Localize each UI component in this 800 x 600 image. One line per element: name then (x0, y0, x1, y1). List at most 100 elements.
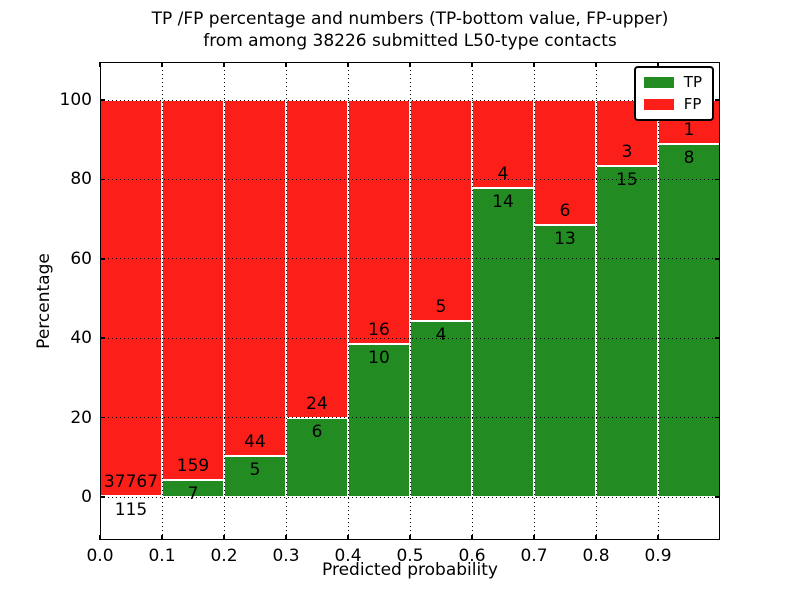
y-tick-mark (100, 178, 105, 181)
grid-line-v (471, 62, 473, 540)
tp-count-label: 10 (368, 348, 390, 369)
x-tick-label: 0.4 (334, 546, 362, 566)
tp-count-label: 115 (114, 499, 148, 520)
x-tick-label: 0.0 (86, 546, 114, 566)
y-tick-mark (100, 337, 105, 339)
x-tick-mark (347, 62, 349, 67)
grid-line-v (657, 62, 659, 540)
x-tick-mark (595, 62, 597, 67)
bar-segment-fp (472, 100, 534, 189)
fp-count-label: 4 (497, 164, 509, 185)
bar-segment-fp (348, 100, 410, 345)
x-tick-mark (533, 62, 535, 67)
y-tick-label: 40 (70, 328, 92, 349)
y-tick-label: 60 (70, 248, 92, 269)
tp-count-label: 14 (492, 192, 514, 213)
x-tick-mark (471, 535, 473, 540)
x-axis-label: Predicted probability (322, 560, 498, 580)
y-tick-mark (715, 337, 720, 339)
chart-title-line-1: TP /FP percentage and numbers (TP-bottom… (151, 9, 669, 29)
bar-segment-tp (658, 144, 720, 497)
tp-count-label: 7 (187, 484, 199, 505)
x-tick-label: 0.6 (458, 546, 486, 566)
y-tick-mark (100, 99, 105, 101)
y-tick-label: 0 (81, 487, 92, 507)
x-tick-mark (99, 535, 101, 540)
x-tick-label: 0.7 (520, 546, 548, 566)
legend: TP FP (633, 66, 714, 121)
y-tick-label: 80 (70, 169, 92, 190)
y-tick-mark (715, 258, 720, 260)
x-tick-label: 0.8 (582, 546, 610, 566)
x-tick-mark (223, 535, 225, 540)
bar-segment-fp (162, 100, 224, 481)
x-tick-mark (285, 535, 287, 540)
grid-line-v (595, 62, 597, 540)
y-tick-label: 20 (70, 407, 92, 428)
fp-count-label: 24 (306, 393, 328, 414)
bar-segment-tp (472, 188, 534, 497)
bar-segment-tp (596, 166, 658, 497)
grid-line-v (409, 62, 411, 540)
x-tick-mark (657, 535, 659, 540)
bar-segment-tp (534, 225, 596, 497)
chart-title: TP /FP percentage and numbers (TP-bottom… (100, 8, 720, 52)
x-tick-label: 0.9 (644, 546, 672, 566)
x-tick-label: 0.1 (148, 546, 176, 566)
legend-item-tp: TP (643, 73, 702, 91)
fp-count-label: 44 (244, 432, 266, 453)
y-tick-mark (715, 99, 720, 101)
plot-area: TP FP 37767 115 159 7 44 5 24 6 16 10 5 4 4 14 6 13 3 15 1… (99, 62, 720, 540)
bar-segment-tp (348, 344, 410, 497)
x-tick-label: 0.2 (210, 546, 238, 566)
tp-count-label: 6 (311, 421, 323, 442)
fp-count-label: 3 (621, 142, 633, 163)
fp-count-label: 37767 (103, 471, 159, 492)
y-tick-mark (715, 496, 720, 498)
tp-count-label: 4 (435, 324, 447, 345)
grid-line-v (347, 62, 349, 540)
tp-count-label: 13 (554, 229, 576, 250)
x-tick-mark (161, 62, 163, 67)
tp-color-swatch-icon (643, 77, 674, 88)
legend-item-fp: FP (643, 95, 702, 113)
fp-count-label: 16 (368, 320, 390, 341)
y-tick-mark (100, 416, 105, 419)
grid-line-v (285, 62, 287, 540)
x-tick-mark (347, 535, 349, 540)
fp-count-label: 159 (176, 456, 210, 477)
y-tick-mark (715, 178, 720, 181)
fp-count-label: 5 (435, 296, 447, 317)
x-tick-mark (471, 62, 473, 67)
grid-line-v (161, 62, 163, 540)
grid-line-v (223, 62, 225, 540)
bar-segment-fp (534, 100, 596, 226)
bar-segment-tp (410, 320, 472, 497)
x-tick-mark (223, 62, 225, 67)
x-tick-mark (99, 62, 101, 67)
chart-title-line-2: from among 38226 submitted L50-type cont… (203, 31, 617, 51)
grid-line-v (533, 62, 535, 540)
y-tick-label: 100 (59, 90, 92, 110)
tp-count-label: 8 (683, 148, 695, 169)
bar-segment-tp (224, 456, 286, 497)
fp-count-label: 6 (559, 201, 571, 222)
x-tick-mark (657, 62, 659, 67)
bar-segment-fp (224, 100, 286, 457)
fp-color-swatch-icon (643, 99, 674, 110)
x-tick-mark (161, 535, 163, 540)
legend-label-fp: FP (683, 95, 702, 113)
legend-label-tp: TP (683, 73, 702, 91)
x-tick-mark (409, 62, 411, 67)
y-tick-mark (715, 416, 720, 419)
tp-count-label: 5 (249, 460, 261, 481)
x-tick-label: 0.3 (272, 546, 300, 566)
fp-count-label: 1 (683, 120, 695, 141)
x-tick-mark (285, 62, 287, 67)
y-tick-mark (100, 258, 105, 260)
y-tick-mark (100, 496, 105, 498)
tp-count-label: 15 (616, 170, 638, 191)
bar-segment-fp (100, 100, 162, 496)
bar-segment-fp (410, 100, 472, 321)
